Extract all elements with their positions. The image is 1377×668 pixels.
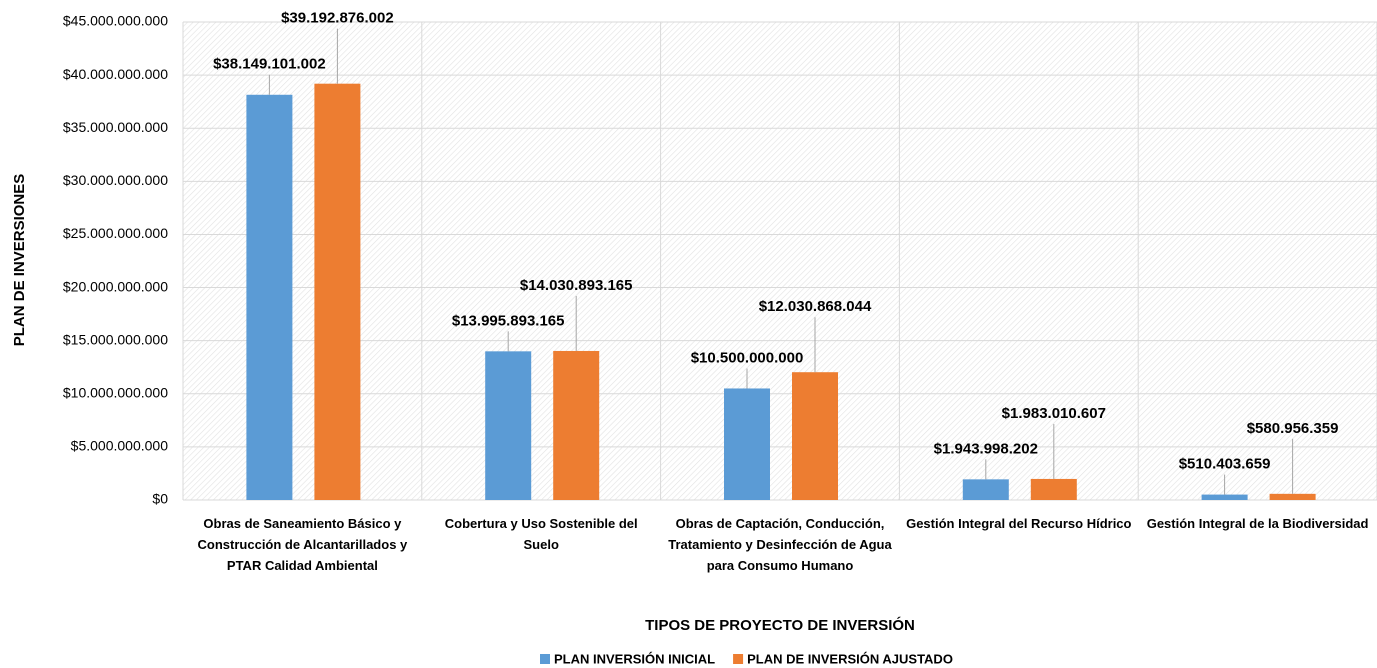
y-tick-label: $10.000.000.000 <box>63 384 168 400</box>
bar <box>962 479 1009 500</box>
y-tick-label: $15.000.000.000 <box>63 331 168 347</box>
bar <box>1030 478 1077 500</box>
x-tick-label: Obras de Captación, Conducción, Tratamien… <box>668 516 892 573</box>
x-tick-label: Obras de Saneamiento Básico y Construcció… <box>198 516 409 573</box>
plot-area <box>183 22 1377 500</box>
data-label: $1.983.010.607 <box>1002 405 1106 422</box>
data-label: $510.403.659 <box>1179 456 1271 473</box>
y-tick-label: $35.000.000.000 <box>63 119 168 135</box>
data-label: $13.995.893.165 <box>452 312 565 329</box>
legend-label: PLAN DE INVERSIÓN AJUSTADO <box>747 651 953 666</box>
legend-swatch <box>733 654 744 664</box>
bar <box>1201 494 1248 500</box>
data-label: $10.500.000.000 <box>691 349 804 366</box>
bar <box>1269 493 1316 500</box>
x-tick-label: Gestión Integral de la Biodiversidad <box>1147 516 1369 531</box>
data-label: $580.956.359 <box>1247 420 1339 437</box>
y-tick-label: $20.000.000.000 <box>63 278 168 294</box>
y-tick-label: $30.000.000.000 <box>63 172 168 188</box>
data-label: $38.149.101.002 <box>213 56 326 73</box>
y-tick-label: $25.000.000.000 <box>63 225 168 241</box>
data-label: $14.030.893.165 <box>520 277 633 294</box>
y-tick-label: $40.000.000.000 <box>63 66 168 82</box>
bar <box>314 83 361 500</box>
y-tick-label: $5.000.000.000 <box>71 438 169 454</box>
bar <box>485 351 532 500</box>
legend-label: PLAN INVERSIÓN INICIAL <box>554 651 715 666</box>
x-tick-label: Gestión Integral del Recurso Hídrico <box>906 516 1131 531</box>
data-label: $39.192.876.002 <box>281 10 394 27</box>
bar <box>792 372 838 500</box>
x-tick-label: Cobertura y Uso Sostenible del Suelo <box>445 516 638 552</box>
bar <box>724 388 770 500</box>
legend-swatch <box>540 654 550 664</box>
data-label: $1.943.998.202 <box>934 440 1038 457</box>
bar <box>553 350 600 500</box>
bar <box>246 94 293 500</box>
y-tick-label: $0 <box>152 491 168 507</box>
data-label: $12.030.868.044 <box>759 298 872 315</box>
x-axis-title: TIPOS DE PROYECTO DE INVERSIÓN <box>645 616 915 634</box>
y-axis-title: PLAN DE INVERSIONES <box>11 174 28 347</box>
y-tick-label: $45.000.000.000 <box>63 13 168 29</box>
